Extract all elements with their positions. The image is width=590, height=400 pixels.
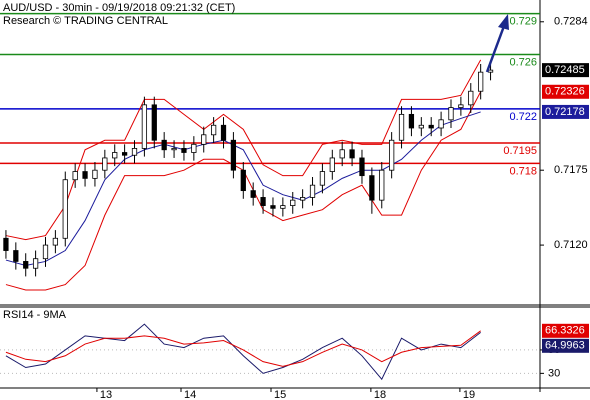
candle-body [379, 169, 385, 201]
candle-body [418, 124, 424, 129]
price-label-box [542, 104, 589, 119]
candle-body [171, 148, 177, 151]
price-label: 0.72178 [545, 106, 585, 118]
candle-body [52, 237, 59, 246]
candle-body [42, 244, 49, 260]
y-tick-label: 0.7175 [554, 164, 588, 176]
candle-body [389, 139, 395, 171]
chart-title: AUD/USD - 30min - 09/19/2018 09:21:32 (C… [3, 2, 235, 14]
forecast-arrow-head [498, 14, 509, 30]
candle-body [201, 134, 207, 145]
price-label: 0.72485 [545, 64, 585, 76]
candle-body [82, 171, 88, 179]
candle-body [458, 104, 464, 108]
x-tick-label: 13 [100, 389, 112, 400]
price-label-box [542, 84, 589, 99]
candle-body [151, 104, 157, 141]
candle-body [62, 179, 68, 239]
y-tick-label: 30 [548, 367, 560, 379]
level-label: 0.726 [509, 56, 537, 68]
candle-body [339, 149, 345, 159]
candle-body [3, 237, 9, 251]
candle-body [181, 148, 187, 153]
rsi-line [5, 323, 481, 381]
x-tick-label: 14 [184, 389, 196, 400]
candle-body [359, 157, 365, 177]
value-label-box [542, 338, 589, 353]
candle-body [468, 90, 474, 106]
candle-body [438, 119, 444, 129]
candle-body [260, 197, 266, 207]
candle-body [230, 139, 237, 171]
candle-body [448, 107, 454, 121]
candle-body [102, 157, 108, 171]
candle-body [23, 261, 29, 269]
candle-body [487, 69, 494, 73]
candle-body [408, 113, 415, 129]
level-label: 0.722 [509, 111, 537, 123]
price-label-box [542, 63, 589, 78]
candle-body [280, 205, 286, 209]
level-label: 0.718 [509, 165, 537, 177]
candle-body [349, 149, 355, 159]
candle-body [121, 152, 128, 156]
y-tick-label: 0.7120 [554, 239, 588, 251]
plot-layer: 0.7284 0.7175 0.7120 13 14 15 18 19 0.729 0.726 0.… [0, 12, 589, 400]
level-label: 0.729 [509, 16, 537, 28]
panel-title: RSI14 - 9MA [3, 309, 67, 321]
candle-body [72, 171, 78, 181]
candle-body [478, 71, 484, 92]
candle-body [428, 124, 434, 129]
candle-body [92, 169, 98, 179]
candle-body [329, 157, 335, 172]
level-label: 0.7195 [503, 145, 537, 157]
candle-body [300, 197, 306, 201]
candle-body [319, 171, 326, 186]
candle-body [369, 175, 375, 201]
middle-band [5, 111, 481, 267]
x-tick-label: 15 [274, 389, 286, 400]
candle-body [211, 124, 217, 136]
candle-body [250, 190, 256, 198]
candle-body [191, 143, 197, 153]
candle-body [141, 104, 148, 149]
candle-body [32, 258, 39, 269]
candle-body [220, 124, 227, 141]
chart-subtitle: Research © TRADING CENTRAL [3, 15, 168, 27]
candle-body [398, 113, 405, 141]
candle-body [13, 250, 19, 262]
forecast-arrow [485, 25, 506, 73]
candle-body [161, 139, 167, 151]
x-tick-label: 18 [374, 389, 386, 400]
y-tick-label: 0.7284 [554, 16, 588, 28]
value-label: 66.3326 [545, 325, 585, 337]
candle-body [112, 152, 118, 159]
candle-body [270, 205, 276, 209]
value-label: 64.9963 [545, 340, 585, 352]
candle-body [309, 184, 316, 198]
candle-body [131, 148, 138, 156]
candle-body [290, 199, 296, 207]
candle-body [240, 169, 246, 192]
price-label: 0.72326 [545, 86, 585, 98]
value-label-box [542, 323, 589, 338]
upper-band [5, 59, 482, 241]
rsi-line [5, 330, 481, 367]
x-tick-label: 19 [463, 389, 475, 400]
